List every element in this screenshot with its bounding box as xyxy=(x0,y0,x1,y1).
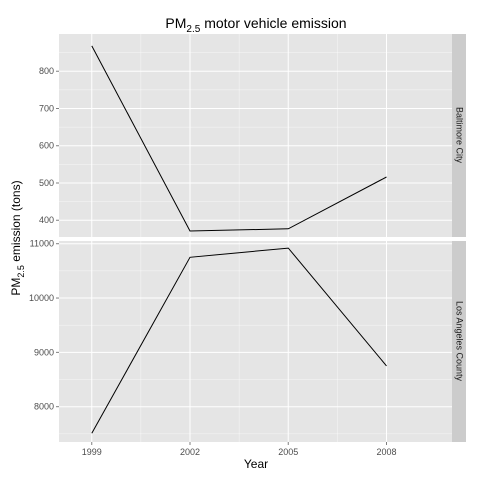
series-line xyxy=(91,45,387,232)
y-tick-label: 9000 xyxy=(34,347,54,357)
y-tick-label: 400 xyxy=(39,215,54,225)
y-tick-label: 500 xyxy=(39,178,54,188)
x-axis: 1999 2002 2005 2008 xyxy=(82,442,397,457)
chart-title: PM2.5 motor vehicle emission xyxy=(165,15,346,35)
y-tick-label: 8000 xyxy=(34,402,54,412)
y-tick-label: 800 xyxy=(39,66,54,76)
y-axis: 8000 9000 10000 11000 xyxy=(29,239,59,412)
x-axis-title: Year xyxy=(244,457,268,471)
series-line xyxy=(91,247,387,434)
strip-background xyxy=(452,34,466,237)
y-axis-title: PM2.5 emission (tons) xyxy=(9,180,26,295)
strip-label: Baltimore City xyxy=(455,107,465,164)
x-tick-label: 2008 xyxy=(376,447,396,457)
panel-background xyxy=(59,241,452,442)
panel-background xyxy=(59,34,452,237)
strip-label: Los Angeles County xyxy=(455,301,465,382)
panel-los-angeles-county: 8000 9000 10000 11000 Los Angeles County xyxy=(29,239,466,442)
x-tick-label: 2002 xyxy=(180,447,200,457)
x-tick-label: 2005 xyxy=(278,447,298,457)
y-tick-label: 11000 xyxy=(30,239,54,249)
strip-background xyxy=(452,241,466,442)
x-tick-label: 1999 xyxy=(82,447,102,457)
panel-baltimore-city: 400 500 600 700 800 Baltimore City xyxy=(39,34,466,237)
y-tick-label: 10000 xyxy=(29,293,54,303)
y-tick-label: 600 xyxy=(39,141,54,151)
gridlines xyxy=(59,241,452,442)
y-axis: 400 500 600 700 800 xyxy=(39,66,59,225)
y-tick-label: 700 xyxy=(39,103,54,113)
